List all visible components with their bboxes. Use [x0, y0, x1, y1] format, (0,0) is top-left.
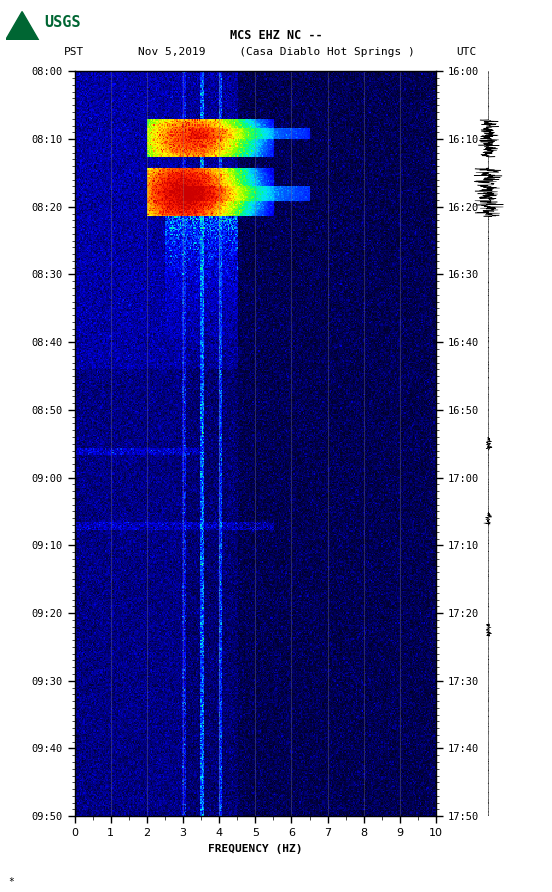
Text: PST: PST [63, 47, 84, 57]
Text: MCS EHZ NC --: MCS EHZ NC -- [230, 29, 322, 42]
Text: Nov 5,2019     (Casa Diablo Hot Springs ): Nov 5,2019 (Casa Diablo Hot Springs ) [137, 47, 415, 57]
Text: USGS: USGS [44, 15, 81, 29]
Text: UTC: UTC [457, 47, 476, 57]
Text: *: * [8, 877, 14, 887]
Polygon shape [6, 12, 39, 40]
X-axis label: FREQUENCY (HZ): FREQUENCY (HZ) [208, 844, 302, 854]
